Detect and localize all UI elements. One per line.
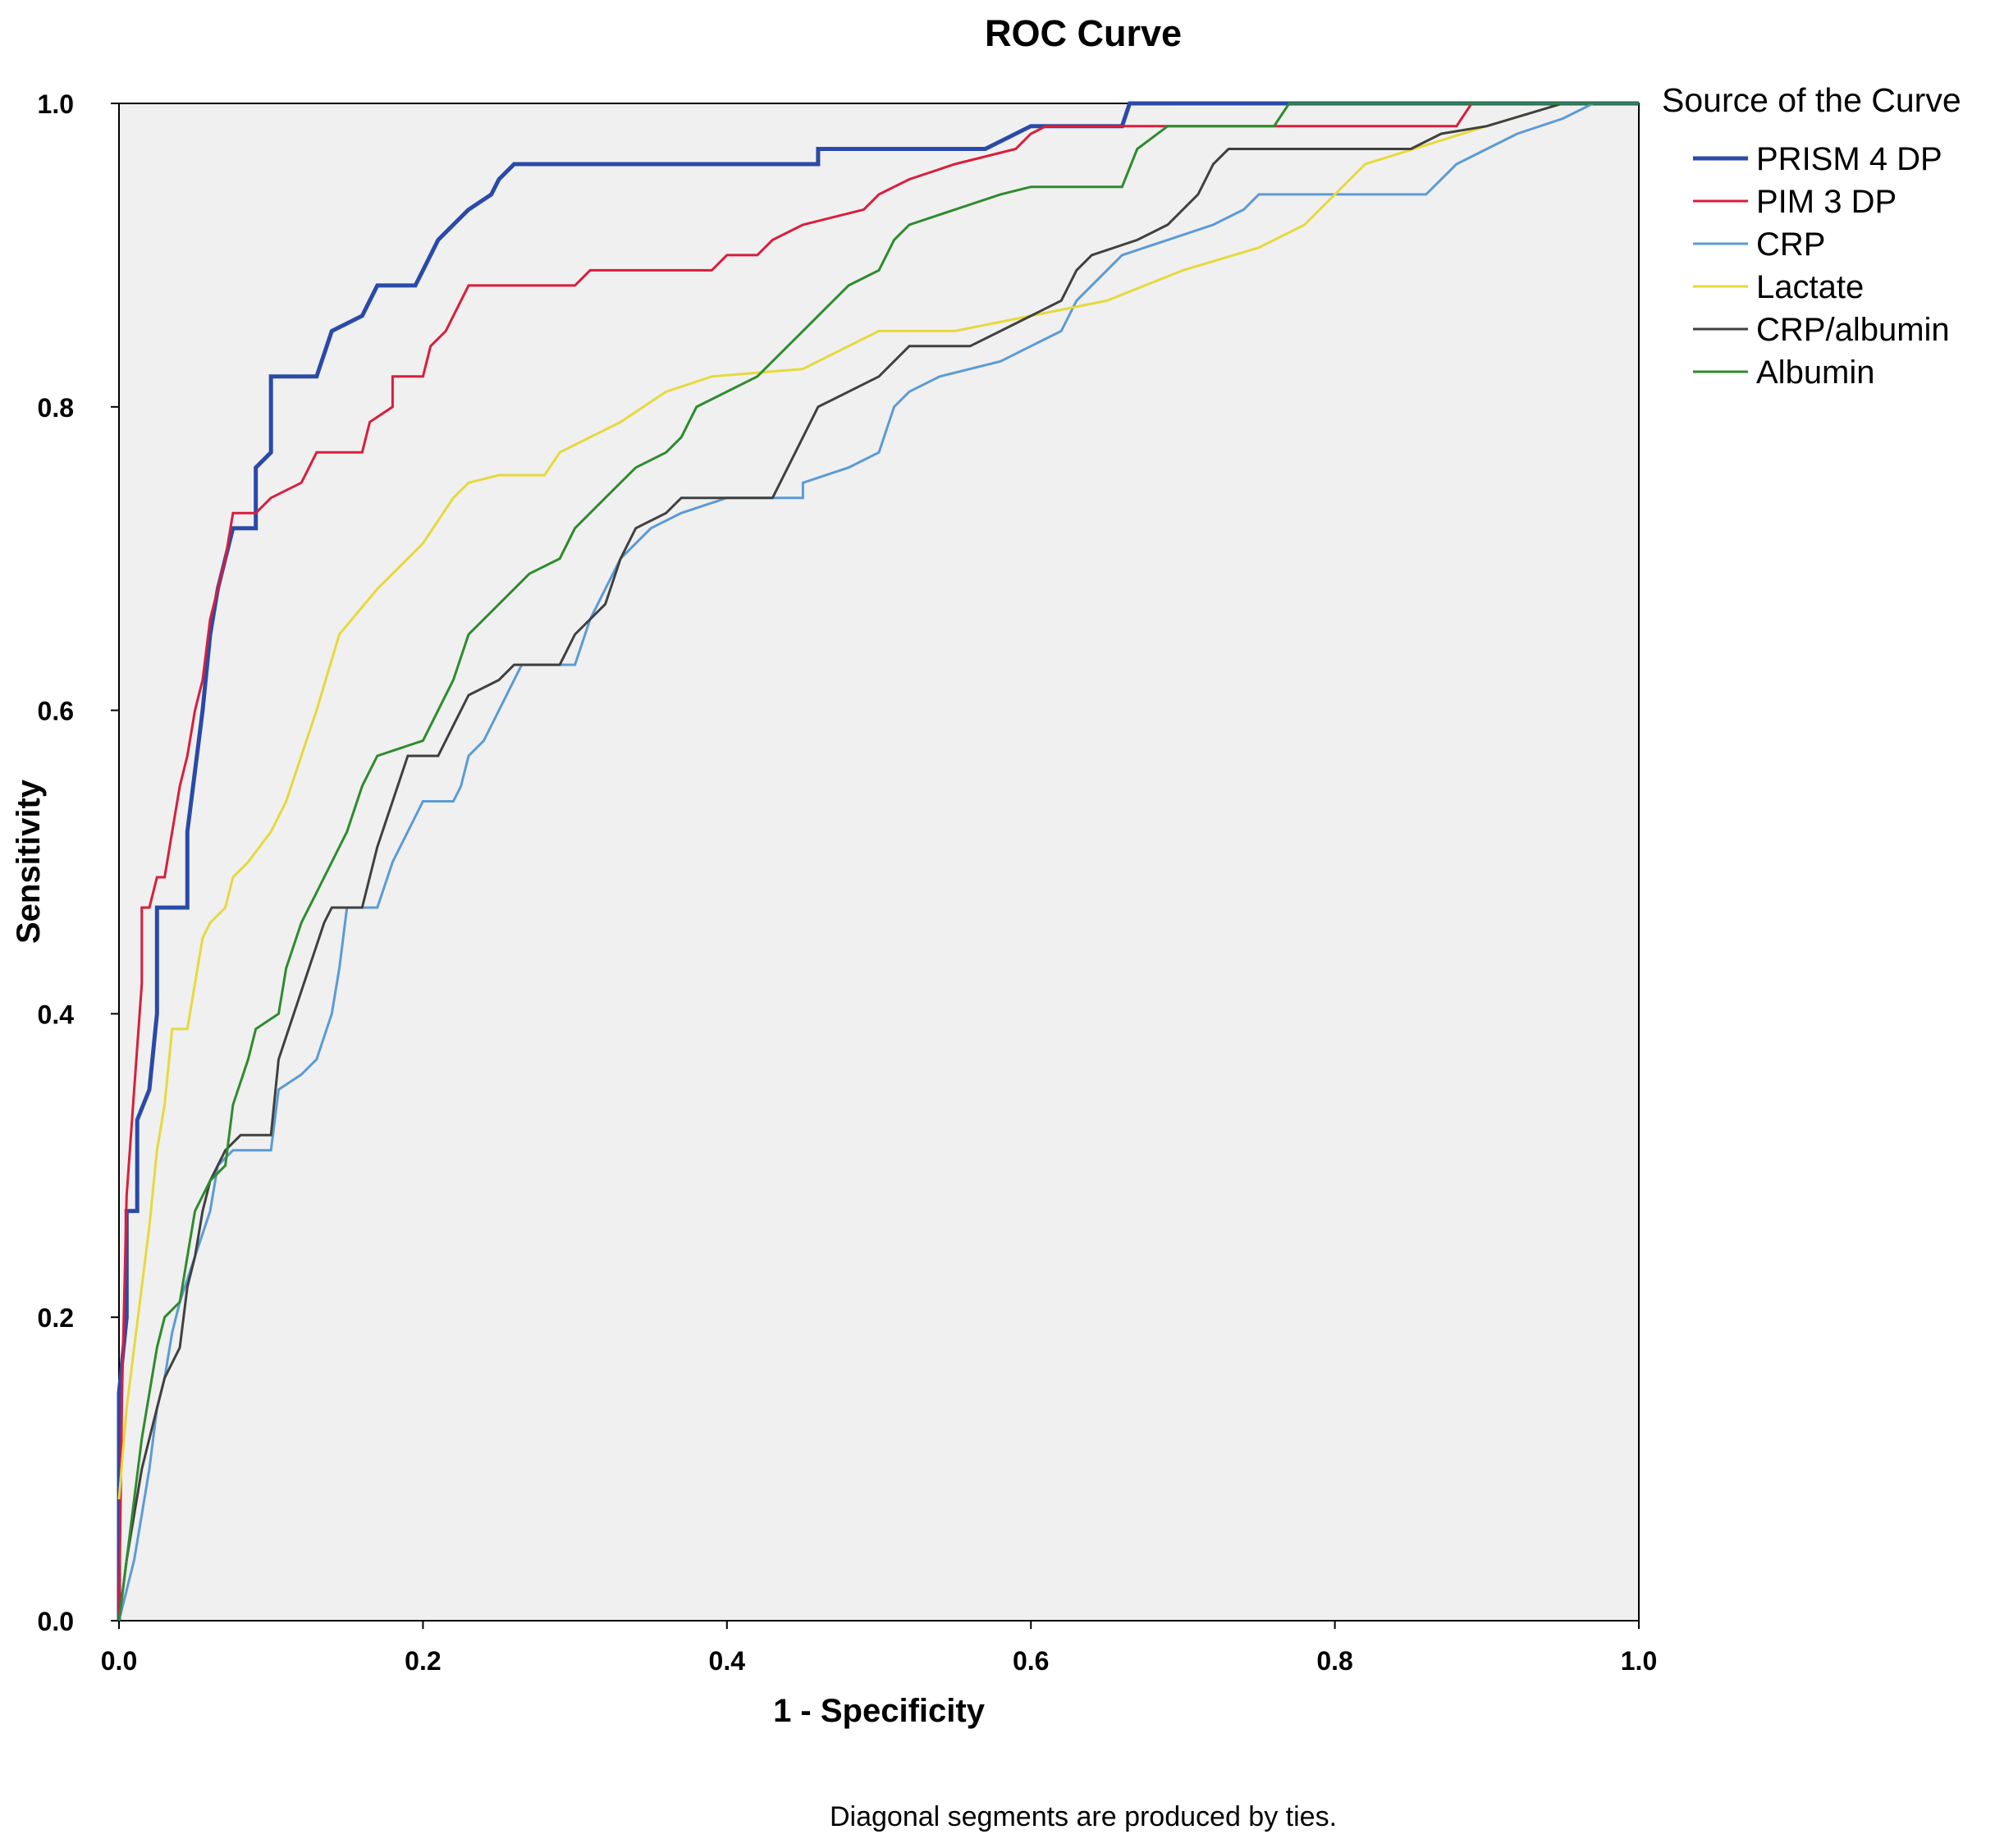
y-axis-title: Sensitivity (11, 779, 47, 944)
legend-label: PIM 3 DP (1756, 184, 1897, 220)
y-tick-label: 0.2 (38, 1303, 74, 1333)
x-axis-tick-labels: 0.0 0.2 0.4 0.6 0.8 1.0 (101, 1646, 1657, 1676)
legend-label: CRP/albumin (1756, 312, 1950, 348)
footnote: Diagonal segments are produced by ties. (830, 1801, 1337, 1832)
legend-items: PRISM 4 DP PIM 3 DP CRP Lactate CRP/albu… (1693, 141, 1950, 391)
series-line-prism-4-dp (117, 101, 1639, 1621)
y-tick-label: 0.4 (38, 999, 75, 1029)
y-axis-tick-labels: 0.0 0.2 0.4 0.6 0.8 1.0 (38, 89, 75, 1636)
x-axis-title: 1 - Specificity (773, 1693, 986, 1729)
x-tick-label: 0.0 (101, 1646, 137, 1676)
series-line-pim-3-dp (117, 102, 1639, 1622)
axis-ticks (111, 103, 1640, 1629)
x-tick-label: 0.6 (1013, 1646, 1049, 1676)
x-tick-label: 0.8 (1316, 1646, 1352, 1676)
x-tick-label: 0.2 (405, 1646, 441, 1676)
chart-title: ROC Curve (985, 12, 1182, 54)
y-tick-label: 0.6 (38, 697, 74, 726)
legend-title: Source of the Curve (1662, 81, 1961, 119)
x-tick-label: 1.0 (1621, 1646, 1657, 1676)
legend: Source of the Curve PRISM 4 DP PIM 3 DP … (1662, 81, 1961, 391)
x-tick-label: 0.4 (709, 1646, 746, 1676)
y-tick-label: 0.8 (38, 393, 74, 423)
legend-label: PRISM 4 DP (1756, 141, 1942, 177)
series-line-albumin (117, 102, 1639, 1622)
series-line-crp-albumin (117, 102, 1639, 1622)
y-tick-label: 0.0 (38, 1607, 74, 1636)
legend-label: Albumin (1756, 355, 1875, 391)
series-line-lactate (117, 102, 1639, 1500)
legend-label: Lactate (1756, 269, 1864, 305)
legend-label: CRP (1756, 226, 1825, 263)
y-tick-label: 1.0 (38, 89, 74, 119)
series-lines (117, 101, 1639, 1622)
